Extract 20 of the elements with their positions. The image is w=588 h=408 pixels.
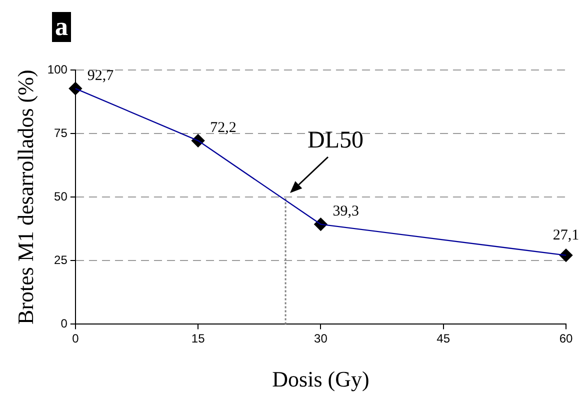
x-axis-title: Dosis (Gy) [272,366,370,392]
point [68,82,82,96]
y-tick-label: 0 [60,316,68,331]
y-tick-label: 100 [47,62,68,76]
y-tick-label: 75 [54,126,68,140]
x-tick-label: 45 [436,332,450,346]
y-axis-title: Brotes M1 desarrollados (%) [12,70,38,324]
x-tick-label: 60 [559,332,573,346]
x-tick-label: 15 [191,332,206,346]
data-label: 27,1 [552,228,580,244]
point [559,248,573,262]
data-label: 92,7 [87,68,114,84]
text: a [52,12,71,42]
data-label: 72,2 [210,120,236,136]
annotation: DL50 [308,127,364,154]
y-tick-label: 50 [54,189,68,204]
y-tick-label: 25 [54,252,68,267]
x-tick-label: 30 [314,332,328,346]
x-tick-label: 0 [72,332,80,346]
data-label: 39,3 [332,204,359,220]
